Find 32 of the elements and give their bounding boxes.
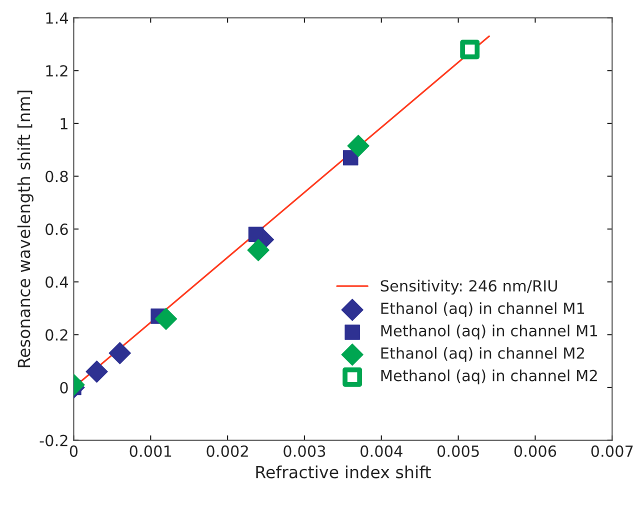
y-axis-title: Resonance wavelength shift [nm] (17, 90, 34, 368)
x-tick-label: 0.003 (284, 445, 326, 457)
x-tick-label: 0.007 (591, 445, 633, 457)
point (108, 342, 131, 364)
legend-label: Sensitivity: 246 nm/RIU (380, 280, 557, 295)
x-axis-title: Refractive index shift (256, 465, 431, 478)
point (342, 150, 358, 166)
legend-label: Ethanol (aq) in channel M1 (381, 302, 584, 318)
y-tick-label: 0.4 (46, 276, 68, 288)
x-tick-label: 0.005 (437, 445, 479, 457)
y-tick-label: -0.2 (40, 434, 68, 446)
y-tick-label: 1.4 (46, 12, 68, 24)
point (86, 360, 108, 383)
y-tick-label: 0.2 (46, 329, 68, 341)
point (248, 226, 264, 242)
legend-label: Ethanol (aq) in channel M2 (381, 347, 584, 362)
y-tick-label: 0 (60, 382, 68, 394)
y-tick-label: 1.2 (46, 65, 68, 76)
point (247, 239, 270, 262)
x-tick-label: 0.001 (130, 445, 172, 457)
x-tick-label: 0.002 (206, 445, 248, 457)
point (347, 134, 370, 157)
legend-label: Methanol (aq) in channel M1 (381, 324, 597, 340)
y-tick-label: 1 (60, 118, 68, 130)
x-tick-label: 0.004 (360, 445, 402, 457)
legend-label: Methanol (aq) in channel M2 (381, 370, 597, 384)
point (460, 40, 480, 60)
point (154, 308, 178, 330)
y-tick-label: 0.6 (46, 224, 68, 236)
y-tick-label: 0.8 (46, 170, 68, 182)
x-tick-label: 0.006 (514, 445, 556, 457)
x-tick-label: 0 (70, 445, 78, 457)
